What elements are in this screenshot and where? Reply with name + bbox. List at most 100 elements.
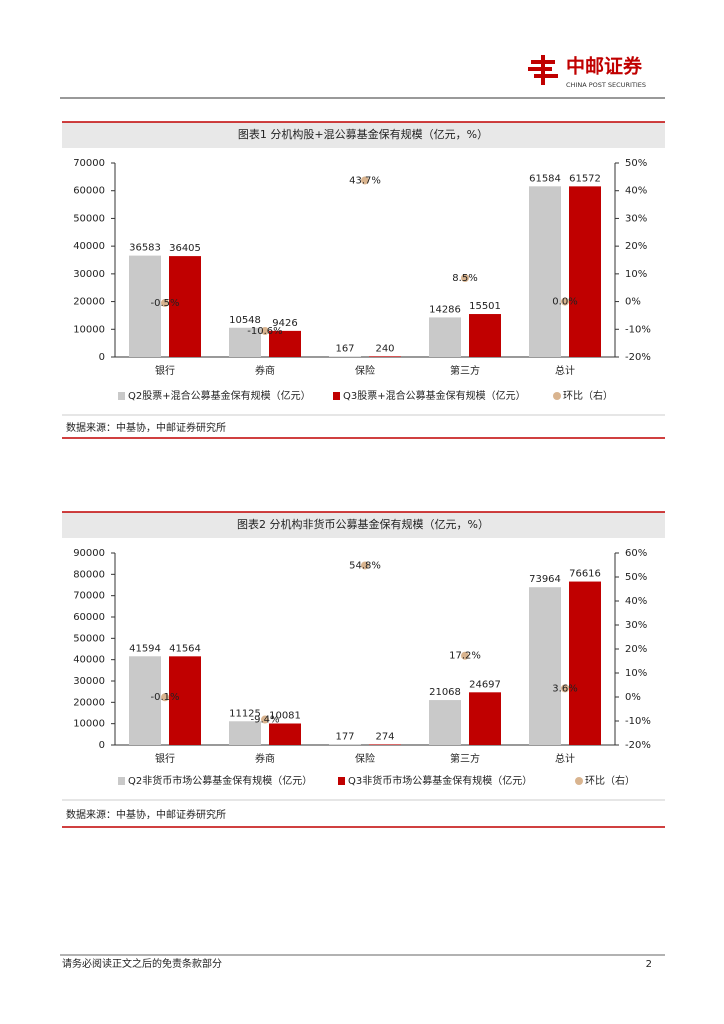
x-tick-label: 保险 bbox=[355, 364, 375, 377]
page-number: 2 bbox=[646, 959, 652, 970]
bar bbox=[569, 581, 601, 745]
bar bbox=[429, 317, 461, 357]
y2-tick-label: 10% bbox=[625, 269, 647, 280]
bar bbox=[569, 186, 601, 357]
y2-tick-label: 50% bbox=[625, 572, 647, 583]
ratio-value-label: -0.5% bbox=[150, 298, 179, 309]
legend-label: Q2非货币市场公募基金保有规模（亿元） bbox=[128, 774, 312, 787]
x-tick-label: 保险 bbox=[355, 752, 375, 765]
chart-title: 图表2 分机构非货币公募基金保有规模（亿元，%） bbox=[237, 517, 489, 531]
bar bbox=[129, 656, 161, 745]
ratio-point bbox=[161, 298, 169, 307]
ratio-point bbox=[261, 326, 269, 335]
ratio-point bbox=[361, 561, 369, 570]
y-tick-label: 50000 bbox=[73, 213, 105, 224]
y-tick-label: 10000 bbox=[73, 324, 105, 335]
bar-value-label: 36583 bbox=[129, 243, 161, 254]
x-tick-label: 银行 bbox=[155, 364, 175, 377]
bar bbox=[269, 330, 301, 357]
logo-text: 中邮证券 bbox=[566, 55, 643, 78]
chart-title: 图表1 分机构股+混公募基金保有规模（亿元，%） bbox=[238, 127, 488, 141]
title-bar bbox=[62, 512, 665, 538]
bar-value-label: 14286 bbox=[429, 304, 461, 315]
bar-value-label: 240 bbox=[375, 343, 394, 354]
source-note: 数据来源：中基协，中邮证券研究所 bbox=[66, 808, 226, 821]
ratio-point bbox=[461, 651, 469, 660]
bar-value-label: 41564 bbox=[169, 643, 201, 654]
y2-tick-label: -20% bbox=[625, 352, 651, 363]
ratio-value-label: -10.6% bbox=[247, 326, 282, 337]
y-tick-label: 20000 bbox=[73, 297, 105, 308]
legend-swatch bbox=[575, 777, 583, 785]
bar-value-label: 9426 bbox=[272, 318, 297, 329]
legend-label: 环比（右） bbox=[563, 389, 613, 402]
legend-label: Q3非货币市场公募基金保有规模（亿元） bbox=[348, 774, 532, 787]
ratio-value-label: 17.2% bbox=[449, 651, 481, 662]
y-tick-label: 40000 bbox=[73, 241, 105, 252]
bar-value-label: 41594 bbox=[129, 643, 161, 654]
legend-label: 环比（右） bbox=[585, 774, 635, 787]
y-tick-label: 10000 bbox=[73, 719, 105, 730]
legend-swatch bbox=[338, 777, 345, 785]
legend-label: Q2股票+混合公募基金保有规模（亿元） bbox=[128, 389, 311, 402]
x-tick-label: 券商 bbox=[255, 752, 275, 765]
y2-tick-label: 0% bbox=[625, 297, 641, 308]
bar-value-label: 73964 bbox=[529, 574, 561, 585]
y-tick-label: 60000 bbox=[73, 186, 105, 197]
ratio-point bbox=[261, 715, 269, 724]
y2-tick-label: 0% bbox=[625, 692, 641, 703]
y2-tick-label: 20% bbox=[625, 644, 647, 655]
ratio-value-label: 0.0% bbox=[552, 297, 577, 308]
ratio-value-label: -0.1% bbox=[150, 692, 179, 703]
y2-tick-label: 10% bbox=[625, 668, 647, 679]
bar-value-label: 61572 bbox=[569, 173, 601, 184]
bar bbox=[469, 314, 501, 357]
logo-icon bbox=[528, 55, 558, 85]
ratio-point bbox=[361, 176, 369, 185]
bar bbox=[469, 692, 501, 745]
y-tick-label: 30000 bbox=[73, 676, 105, 687]
y-tick-label: 0 bbox=[99, 352, 105, 363]
bar-value-label: 24697 bbox=[469, 679, 501, 690]
y-tick-label: 60000 bbox=[73, 612, 105, 623]
y2-tick-label: -20% bbox=[625, 740, 651, 751]
y2-tick-label: 30% bbox=[625, 620, 647, 631]
y2-tick-label: 60% bbox=[625, 548, 647, 559]
bar-value-label: 76616 bbox=[569, 569, 601, 580]
bar-value-label: 11125 bbox=[229, 708, 261, 719]
y2-tick-label: 50% bbox=[625, 158, 647, 169]
y-tick-label: 0 bbox=[99, 740, 105, 751]
bar bbox=[269, 723, 301, 745]
bar bbox=[429, 700, 461, 745]
bar-value-label: 15501 bbox=[469, 301, 501, 312]
bar-value-label: 36405 bbox=[169, 243, 201, 254]
y-tick-label: 30000 bbox=[73, 269, 105, 280]
y-tick-label: 40000 bbox=[73, 655, 105, 666]
logo-subtext: CHINA POST SECURITIES bbox=[566, 81, 646, 89]
bar-value-label: 21068 bbox=[429, 687, 461, 698]
bar bbox=[229, 327, 261, 357]
bar-value-label: 61584 bbox=[529, 173, 561, 184]
x-tick-label: 第三方 bbox=[450, 752, 480, 765]
y2-tick-label: 30% bbox=[625, 213, 647, 224]
y-tick-label: 50000 bbox=[73, 633, 105, 644]
bar-value-label: 274 bbox=[375, 731, 394, 742]
y-tick-label: 80000 bbox=[73, 569, 105, 580]
y-tick-label: 20000 bbox=[73, 697, 105, 708]
bar bbox=[169, 256, 201, 357]
ratio-point bbox=[161, 693, 169, 702]
legend-swatch bbox=[553, 392, 561, 400]
legend-label: Q3股票+混合公募基金保有规模（亿元） bbox=[343, 389, 526, 402]
bar-value-label: 167 bbox=[335, 344, 354, 355]
y2-tick-label: -10% bbox=[625, 716, 651, 727]
y-tick-label: 70000 bbox=[73, 158, 105, 169]
title-bar bbox=[62, 122, 665, 148]
ratio-value-label: 8.5% bbox=[452, 273, 477, 284]
ratio-value-label: 54.8% bbox=[349, 560, 381, 571]
ratio-point bbox=[461, 274, 469, 283]
footer-disclaimer: 请务必阅读正文之后的免责条款部分 bbox=[62, 957, 222, 970]
x-tick-label: 总计 bbox=[555, 752, 575, 765]
bar bbox=[529, 587, 561, 745]
bar bbox=[169, 656, 201, 745]
